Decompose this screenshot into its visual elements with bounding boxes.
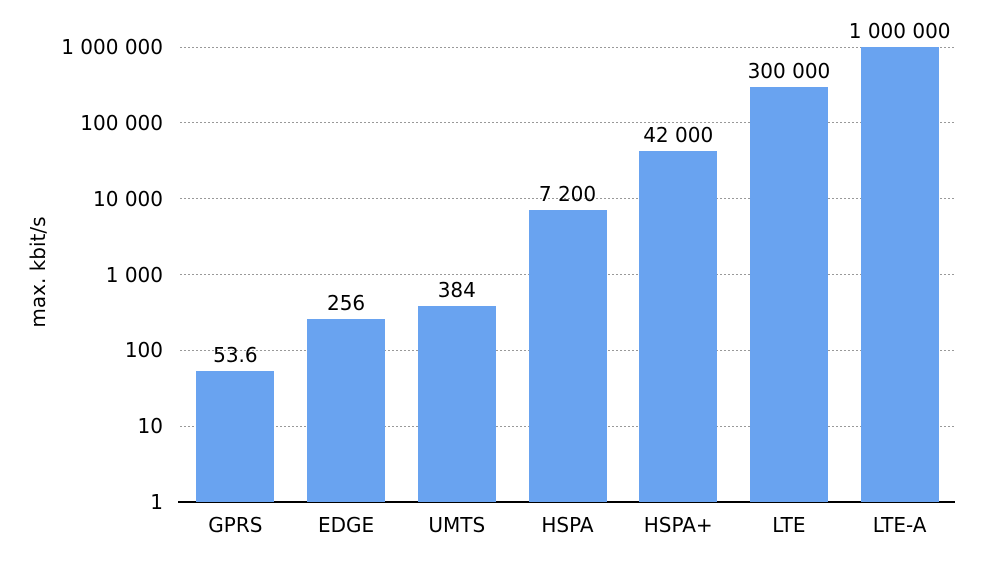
x-axis-category-label: HSPA+ — [643, 513, 713, 537]
bar-value-label: 42 000 — [643, 123, 714, 148]
bar — [196, 370, 275, 502]
y-tick-label: 1 — [150, 490, 163, 514]
bar-value-label: 53.6 — [213, 342, 258, 367]
bar — [639, 151, 718, 502]
gridline — [180, 122, 955, 125]
y-tick-label: 10 — [137, 414, 163, 439]
x-axis-category-label: HSPA — [541, 513, 594, 537]
bar — [528, 209, 607, 502]
y-tick-label: 100 — [124, 338, 163, 363]
x-axis-category-label: GPRS — [208, 513, 263, 537]
bar-value-label: 1 000 000 — [848, 19, 951, 43]
x-axis-category-label: EDGE — [317, 513, 375, 537]
bar — [417, 306, 496, 502]
bar-value-label: 384 — [437, 278, 476, 303]
x-axis-category-label: UMTS — [428, 513, 486, 537]
gridline — [180, 198, 955, 201]
x-axis-category-label: LTE — [772, 513, 806, 537]
bar-value-label: 300 000 — [747, 58, 831, 83]
y-tick-label: 100 000 — [80, 110, 163, 135]
y-tick-label: 10 000 — [93, 186, 163, 211]
y-tick-label: 1 000 — [105, 262, 163, 287]
gridline — [180, 46, 955, 49]
x-axis-line — [178, 501, 955, 503]
bar — [749, 86, 828, 502]
y-tick-label: 1 000 000 — [61, 35, 163, 59]
bar — [307, 319, 386, 502]
x-axis-category-label: LTE-A — [872, 513, 927, 537]
bar-value-label: 256 — [326, 291, 366, 316]
plot-area: 53.6 256 384 7 200 42 000 300 000 1 000 000 — [178, 19, 955, 503]
bar-value-label: 7 200 — [538, 181, 597, 206]
bar — [860, 47, 939, 502]
